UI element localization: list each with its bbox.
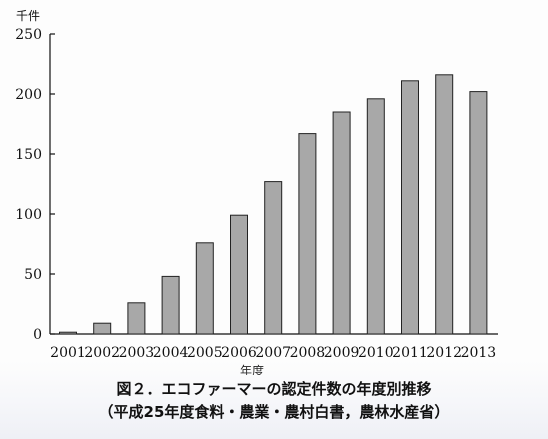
bar-2011 <box>401 80 419 335</box>
x-tick-label: 2006 <box>221 345 257 361</box>
bar-2012 <box>435 74 454 335</box>
y-tick-label: 150 <box>15 147 42 163</box>
x-tick-label: 2013 <box>461 345 497 361</box>
figure-caption-title: 図２．エコファーマーの認定件数の年度別推移 <box>116 380 432 398</box>
x-tick-label: 2004 <box>153 345 189 361</box>
x-tick-label: 2011 <box>392 345 428 361</box>
bar-2010 <box>366 98 385 335</box>
x-tick-label: 2003 <box>119 345 155 361</box>
bar-2004 <box>161 275 180 335</box>
y-tick-label: 200 <box>15 87 42 103</box>
bar-2013 <box>469 91 488 335</box>
bar-2003 <box>127 302 146 335</box>
figure-caption-source: （平成25年度食料・農業・農村白書，農林水産省） <box>98 403 450 421</box>
bar-2005 <box>195 242 214 335</box>
y-tick-label: 250 <box>15 27 42 43</box>
x-tick-label: 2001 <box>50 345 86 361</box>
y-tick-label: 0 <box>33 327 42 343</box>
bar-2001 <box>59 331 77 335</box>
bar-2006 <box>230 214 248 335</box>
y-tick-label: 100 <box>15 207 42 223</box>
bar-2009 <box>332 111 351 335</box>
x-tick-label: 2007 <box>255 345 291 361</box>
y-tick-labels: 0 50 100 150 200 250 <box>15 27 42 343</box>
x-tick-label: 2010 <box>358 345 394 361</box>
x-tick-label: 2008 <box>290 345 326 361</box>
bar-2008 <box>298 133 317 335</box>
x-tick-label: 2009 <box>324 345 360 361</box>
x-axis-label: 年度 <box>240 363 264 375</box>
bar-chart: 0 50 100 150 200 250 200120022003200420052006… <box>15 9 498 375</box>
bars <box>59 74 488 335</box>
x-tick-label: 2002 <box>84 345 120 361</box>
y-unit-label: 千件 <box>16 9 40 23</box>
x-tick-label: 2012 <box>426 345 462 361</box>
x-tick-labels: 2001200220032004200520062007200820092010… <box>50 345 496 361</box>
y-tick-label: 50 <box>24 267 42 283</box>
x-tick-label: 2005 <box>187 345 223 361</box>
bar-2002 <box>93 322 112 335</box>
bar-2007 <box>264 181 283 335</box>
